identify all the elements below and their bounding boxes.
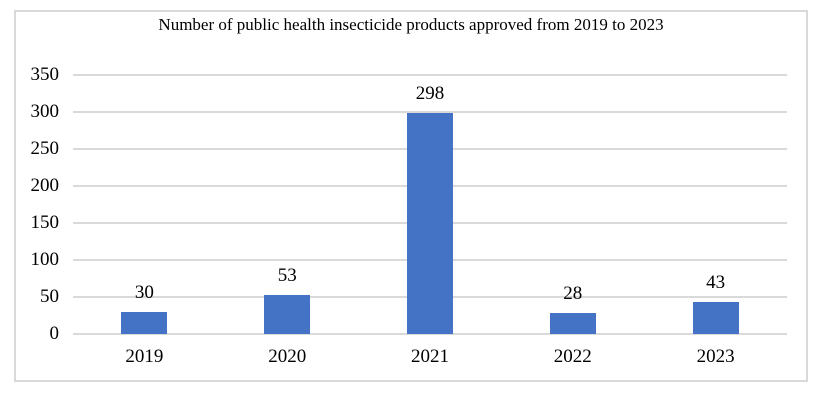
bar-value-label: 298 [415, 83, 445, 105]
y-axis-tick-label: 50 [40, 286, 59, 307]
x-axis-tick-label: 2020 [268, 346, 307, 367]
y-axis-tick-label: 100 [30, 249, 60, 270]
x-axis-tick-label: 2022 [553, 346, 592, 367]
gridline [73, 333, 787, 335]
y-axis-tick-label: 250 [30, 138, 60, 159]
bar-value-label: 28 [563, 283, 583, 305]
bar-2023 [692, 302, 739, 334]
y-axis-tick-label: 0 [49, 323, 60, 344]
bar-2019 [121, 311, 168, 334]
gridline [73, 111, 787, 113]
bar-2022 [549, 313, 596, 334]
x-axis-tick-label: 2021 [411, 346, 449, 367]
x-axis-tick-label: 2019 [125, 346, 164, 367]
chart-title: Number of public health insecticide prod… [158, 15, 664, 34]
gridline [73, 74, 787, 76]
bar-value-label: 43 [706, 272, 726, 294]
bar-2021 [407, 113, 453, 334]
y-axis-tick-label: 150 [30, 212, 60, 233]
y-axis-tick-label: 200 [30, 175, 60, 196]
bar-value-label: 53 [277, 264, 297, 286]
bar-2020 [264, 294, 311, 334]
y-axis-tick-label: 350 [30, 64, 60, 85]
x-axis-tick-label: 2023 [696, 346, 735, 367]
y-axis-tick-label: 300 [30, 101, 60, 122]
bar-value-label: 30 [134, 281, 154, 303]
